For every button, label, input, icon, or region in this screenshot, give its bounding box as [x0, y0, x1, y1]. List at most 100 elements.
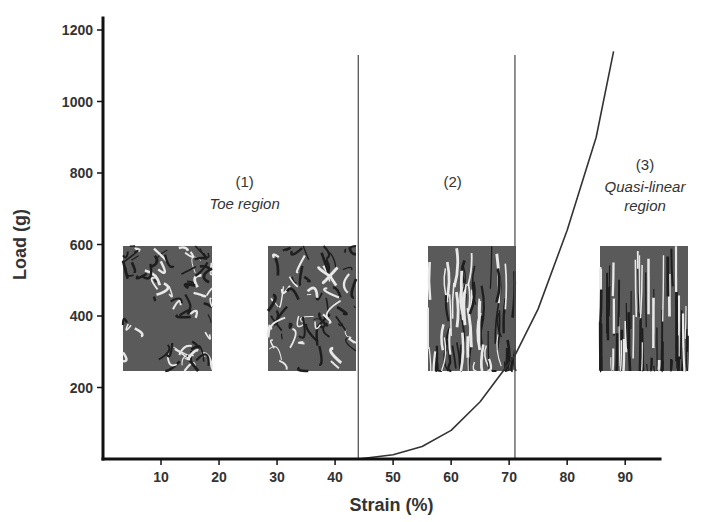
fiber — [167, 343, 173, 356]
fiber — [159, 345, 170, 360]
fiber — [135, 328, 143, 336]
fiber — [283, 248, 290, 250]
region-name-line: Toe region — [209, 195, 279, 212]
fiber — [429, 262, 430, 300]
fiber — [652, 298, 655, 348]
fiber — [273, 255, 279, 258]
fiber — [468, 253, 472, 286]
fiber — [344, 274, 349, 293]
fiber — [313, 319, 320, 321]
fiber — [195, 258, 208, 259]
x-tick-label: 40 — [327, 469, 343, 485]
micrograph — [428, 246, 516, 371]
fiber — [188, 350, 199, 359]
fiber — [344, 249, 346, 252]
fiber — [635, 260, 637, 317]
fiber — [205, 332, 210, 339]
fiber — [632, 315, 634, 359]
fiber — [681, 310, 682, 359]
fiber — [290, 323, 292, 328]
fiber — [600, 289, 601, 325]
fiber — [291, 248, 302, 254]
fiber — [338, 323, 342, 325]
fiber — [658, 360, 659, 371]
y-axis — [102, 18, 105, 459]
fiber — [195, 275, 202, 287]
y-tick — [97, 172, 103, 174]
fiber — [271, 340, 274, 348]
fiber — [612, 263, 615, 297]
fiber — [676, 336, 678, 369]
x-tick — [276, 459, 278, 465]
fiber — [315, 322, 320, 329]
fiber — [346, 338, 356, 351]
fiber — [279, 286, 283, 307]
fiber — [630, 291, 631, 329]
y-axis-title: Load (g) — [10, 209, 30, 280]
fiber — [615, 333, 618, 371]
fiber — [610, 357, 612, 371]
fiber — [196, 346, 204, 362]
fiber — [505, 264, 506, 310]
y-tick — [97, 244, 103, 246]
x-tick — [334, 459, 336, 465]
fiber — [670, 359, 672, 371]
fiber — [307, 294, 311, 295]
fiber — [647, 364, 648, 371]
micrograph — [268, 246, 356, 371]
fiber — [641, 342, 643, 371]
y-tick-label: 400 — [70, 308, 94, 324]
x-tick-label: 20 — [211, 469, 227, 485]
fiber — [185, 252, 193, 257]
micrograph-bg — [428, 246, 516, 371]
x-tick — [566, 459, 568, 465]
fiber — [290, 329, 296, 348]
fiber — [683, 314, 684, 371]
fiber — [336, 316, 346, 330]
fiber — [497, 335, 501, 367]
fiber — [331, 362, 338, 369]
fiber — [686, 329, 687, 371]
fiber — [319, 313, 328, 326]
fiber — [279, 361, 287, 370]
fiber — [671, 360, 672, 371]
fiber — [195, 246, 208, 257]
fiber — [190, 311, 197, 318]
fiber — [599, 322, 602, 371]
x-tick — [624, 459, 626, 465]
fiber — [498, 310, 500, 350]
fiber — [299, 342, 305, 344]
fiber — [661, 361, 663, 371]
fiber — [123, 251, 138, 263]
micrograph — [123, 246, 212, 371]
fiber — [600, 324, 603, 371]
fiber — [300, 266, 302, 286]
x-axis-title: Strain (%) — [349, 495, 433, 515]
fiber — [429, 347, 431, 371]
fiber — [468, 284, 470, 313]
fiber — [123, 252, 128, 258]
fiber — [617, 280, 620, 327]
fiber — [497, 254, 499, 303]
fiber — [323, 268, 337, 283]
y-tick-label: 800 — [70, 165, 94, 181]
y-tick — [97, 315, 103, 317]
fiber — [126, 324, 131, 330]
micrograph-bg — [268, 246, 356, 371]
fiber — [622, 339, 625, 371]
fiber — [268, 325, 270, 338]
fiber — [327, 301, 341, 319]
fiber — [343, 267, 352, 270]
fiber — [350, 246, 357, 249]
fiber — [647, 259, 650, 315]
x-tick-label: 10 — [153, 469, 169, 485]
fiber — [185, 295, 190, 309]
fiber — [638, 269, 639, 317]
region-name-line: region — [624, 197, 666, 214]
fiber — [208, 315, 211, 323]
fiber — [180, 310, 191, 316]
fiber — [675, 246, 677, 296]
fiber — [303, 246, 308, 259]
x-tick-label: 70 — [501, 469, 517, 485]
fiber — [297, 255, 305, 272]
